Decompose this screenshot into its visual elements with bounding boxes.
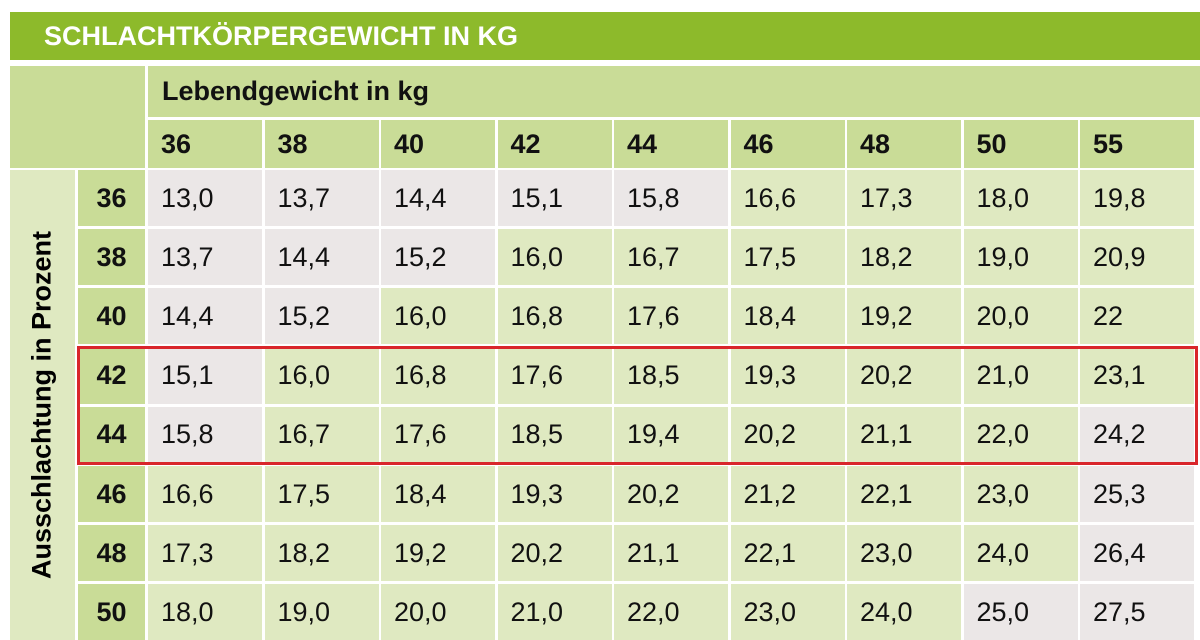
column-header: 55: [1080, 120, 1194, 168]
cell: 22,0: [614, 584, 728, 640]
cell: 19,0: [963, 229, 1078, 286]
row-group-label: Ausschlachtung in Prozent: [26, 230, 57, 580]
cell: 21,0: [963, 347, 1078, 404]
column-header: 42: [497, 120, 612, 168]
cell: 20,2: [614, 466, 728, 522]
cell: 18,4: [730, 288, 845, 345]
cell: 18,2: [264, 525, 379, 582]
cell: 22,1: [847, 466, 961, 522]
cell: 19,3: [497, 466, 612, 522]
cell: 16,0: [497, 229, 612, 286]
column-header: 48: [847, 120, 961, 168]
cell: 20,2: [847, 347, 961, 404]
cell: 24,2: [1080, 406, 1194, 463]
cell: 17,3: [148, 525, 262, 582]
cell: 19,4: [614, 406, 728, 463]
cell: 14,4: [148, 288, 262, 345]
row-header: 46: [78, 466, 145, 522]
cell: 22,0: [963, 406, 1078, 463]
row-header: 44: [78, 406, 145, 463]
cell: 23,1: [1080, 347, 1194, 404]
column-header: 38: [264, 120, 379, 168]
cell: 19,3: [730, 347, 845, 404]
cell: 17,6: [614, 288, 728, 345]
column-header: 40: [381, 120, 495, 168]
row-header: 40: [78, 288, 145, 345]
cell: 19,2: [847, 288, 961, 345]
cell: 17,6: [497, 347, 612, 404]
cell: 18,5: [497, 406, 612, 463]
cell: 20,2: [730, 406, 845, 463]
cell: 16,6: [730, 170, 845, 226]
column-header: 50: [963, 120, 1078, 168]
cell: 16,7: [614, 229, 728, 286]
cell: 21,2: [730, 466, 845, 522]
cell: 17,6: [381, 406, 495, 463]
cell: 18,2: [847, 229, 961, 286]
cell: 16,0: [381, 288, 495, 345]
cell: 16,8: [497, 288, 612, 345]
cell: 17,5: [264, 466, 379, 522]
cell: 21,1: [614, 525, 728, 582]
cell: 23,0: [963, 466, 1078, 522]
cell: 21,0: [497, 584, 612, 640]
cell: 22: [1080, 288, 1194, 345]
cell: 14,4: [381, 170, 495, 226]
cell: 25,0: [963, 584, 1078, 640]
column-header: 44: [614, 120, 728, 168]
cell: 16,6: [148, 466, 262, 522]
cell: 16,8: [381, 347, 495, 404]
column-group-label: Lebendgewicht in kg: [148, 66, 1200, 117]
cell: 18,0: [963, 170, 1078, 226]
cell: 14,4: [264, 229, 379, 286]
cell: 15,1: [148, 347, 262, 404]
cell: 20,2: [497, 525, 612, 582]
cell: 21,1: [847, 406, 961, 463]
cell: 16,0: [264, 347, 379, 404]
cell: 20,0: [963, 288, 1078, 345]
cell: 16,7: [264, 406, 379, 463]
cell: 19,8: [1080, 170, 1194, 226]
cell: 15,2: [381, 229, 495, 286]
cell: 23,0: [847, 525, 961, 582]
row-header: 42: [78, 347, 145, 404]
cell: 20,9: [1080, 229, 1194, 286]
column-header: 46: [730, 120, 845, 168]
cell: 18,5: [614, 347, 728, 404]
cell: 27,5: [1080, 584, 1194, 640]
cell: 24,0: [847, 584, 961, 640]
row-header: 36: [78, 170, 145, 226]
row-header: 50: [78, 584, 145, 640]
cell: 24,0: [963, 525, 1078, 582]
cell: 15,8: [148, 406, 262, 463]
cell: 19,2: [381, 525, 495, 582]
row-header: 48: [78, 525, 145, 582]
cell: 26,4: [1080, 525, 1194, 582]
cell: 22,1: [730, 525, 845, 582]
title-bar: SCHLACHTKÖRPERGEWICHT IN KG: [10, 12, 1200, 60]
cell: 17,5: [730, 229, 845, 286]
cell: 13,0: [148, 170, 262, 226]
cell: 15,2: [264, 288, 379, 345]
cell: 13,7: [148, 229, 262, 286]
row-group-cell: [10, 170, 75, 640]
column-header: 36: [148, 120, 262, 168]
highlight-box: [77, 345, 1198, 465]
cell: 23,0: [730, 584, 845, 640]
cell: 18,4: [381, 466, 495, 522]
cell: 19,0: [264, 584, 379, 640]
cell: 13,7: [264, 170, 379, 226]
cell: 18,0: [148, 584, 262, 640]
corner: [10, 66, 145, 168]
cell: 15,1: [497, 170, 612, 226]
cell: 25,3: [1080, 466, 1194, 522]
cell: 15,8: [614, 170, 728, 226]
row-header: 38: [78, 229, 145, 286]
cell: 20,0: [381, 584, 495, 640]
cell: 17,3: [847, 170, 961, 226]
